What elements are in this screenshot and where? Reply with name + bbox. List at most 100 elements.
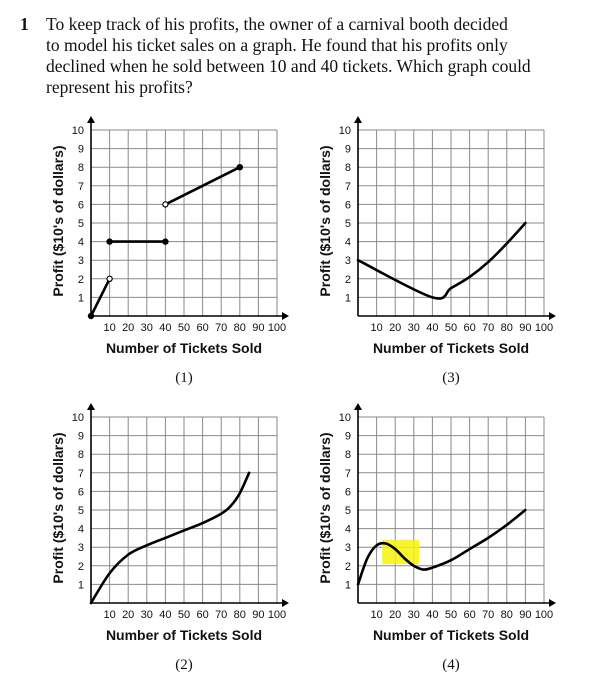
y-tick-label: 2	[78, 274, 84, 286]
x-tick-label: 70	[215, 609, 227, 621]
y-tick-label: 4	[345, 524, 351, 536]
y-tick-label: 4	[78, 237, 84, 249]
x-tick-label: 30	[141, 609, 153, 621]
series-line	[356, 221, 527, 300]
y-tick-label: 3	[78, 255, 84, 267]
y-tick-label: 5	[78, 218, 84, 230]
x-tick-label: 60	[196, 609, 208, 621]
question-line-4: represent his profits?	[46, 77, 193, 97]
y-tick-label: 1	[78, 579, 84, 591]
y-tick-label: 7	[78, 181, 84, 193]
x-axis-title: Number of Tickets Sold	[106, 627, 262, 643]
graph-caption: (3)	[442, 370, 460, 386]
open-endpoint	[162, 201, 169, 208]
x-tick-label: 40	[426, 322, 438, 334]
graph-4: 1 2 3 4 5 6 7 8 9 10 10 20 30 40 50 60 70 80 90 100 Number o…	[317, 403, 556, 673]
x-tick-label: 40	[159, 609, 171, 621]
closed-endpoint	[106, 238, 113, 245]
y-tick-label: 8	[345, 162, 351, 174]
gridlines	[358, 129, 545, 316]
y-tick-label: 10	[339, 412, 351, 424]
series-line	[356, 508, 527, 586]
x-tick-label: 50	[445, 322, 457, 334]
x-tick-label: 70	[482, 322, 494, 334]
x-tick-label: 90	[252, 322, 264, 334]
y-tick-label: 5	[345, 505, 351, 517]
x-tick-label: 40	[426, 609, 438, 621]
x-tick-label: 80	[234, 609, 246, 621]
y-tick-label: 9	[78, 431, 84, 443]
series-line	[164, 165, 242, 206]
x-tick-label: 30	[141, 322, 153, 334]
y-tick-label: 6	[345, 199, 351, 211]
y-tick-label: 4	[78, 524, 84, 536]
y-axis-title: Profit ($10's of dollars)	[50, 432, 66, 583]
x-tick-label: 40	[159, 322, 171, 334]
x-axis-arrow	[282, 312, 289, 320]
series-line	[89, 277, 111, 318]
x-tick-label: 10	[103, 609, 115, 621]
question-line-3: declined when he sold between 10 and 40 …	[46, 56, 531, 76]
x-tick-label: 60	[463, 322, 475, 334]
graph-caption: (2)	[175, 657, 193, 673]
question-number: 1	[20, 14, 29, 34]
x-axis-arrow	[282, 599, 289, 607]
closed-endpoint	[162, 238, 169, 245]
x-axis-title: Number of Tickets Sold	[373, 340, 529, 356]
x-tick-label: 10	[370, 322, 382, 334]
question-line-1: To keep track of his profits, the owner …	[46, 14, 508, 34]
y-tick-label: 8	[78, 162, 84, 174]
closed-endpoint	[236, 163, 243, 171]
y-tick-label: 1	[78, 292, 84, 304]
x-axis-title: Number of Tickets Sold	[373, 627, 529, 643]
y-tick-label: 6	[78, 199, 84, 211]
y-tick-label: 6	[78, 486, 84, 498]
graph-caption: (1)	[175, 370, 193, 386]
series-line	[89, 471, 251, 605]
x-tick-label: 70	[482, 609, 494, 621]
y-tick-label: 6	[345, 486, 351, 498]
x-tick-label: 20	[122, 322, 134, 334]
x-axis-arrow	[549, 312, 556, 320]
y-axis-title: Profit ($10's of dollars)	[317, 432, 333, 583]
y-axis-arrow	[87, 403, 95, 410]
x-tick-label: 10	[370, 609, 382, 621]
y-tick-label: 3	[345, 542, 351, 554]
y-tick-label: 7	[78, 468, 84, 480]
y-tick-label: 8	[345, 449, 351, 461]
y-tick-label: 10	[72, 412, 84, 424]
x-tick-label: 50	[178, 609, 190, 621]
y-tick-label: 10	[72, 125, 84, 137]
x-tick-label: 70	[215, 322, 227, 334]
x-tick-label: 80	[501, 322, 513, 334]
y-tick-label: 7	[345, 181, 351, 193]
y-tick-label: 9	[78, 144, 84, 156]
y-axis-title: Profit ($10's of dollars)	[50, 145, 66, 296]
gridlines	[358, 416, 545, 603]
x-axis-arrow	[549, 599, 556, 607]
y-tick-label: 1	[345, 292, 351, 304]
x-tick-label: 100	[268, 609, 286, 621]
x-tick-label: 80	[234, 322, 246, 334]
graph-caption: (4)	[442, 657, 460, 673]
x-tick-label: 90	[519, 609, 531, 621]
graph-2: 1 2 3 4 5 6 7 8 9 10 10 20 30 40 50 60 70 80 90 100 Number o…	[50, 403, 289, 673]
y-tick-label: 3	[78, 542, 84, 554]
x-tick-label: 30	[408, 322, 420, 334]
y-tick-label: 3	[345, 255, 351, 267]
open-endpoint	[106, 275, 113, 282]
y-tick-label: 9	[345, 431, 351, 443]
y-tick-label: 2	[78, 561, 84, 573]
y-tick-label: 1	[345, 579, 351, 591]
y-axis-arrow	[354, 403, 362, 410]
closed-endpoint	[87, 312, 95, 320]
y-tick-label: 2	[345, 561, 351, 573]
x-tick-label: 30	[408, 609, 420, 621]
x-tick-label: 60	[196, 322, 208, 334]
x-tick-label: 10	[103, 322, 115, 334]
x-tick-label: 90	[252, 609, 264, 621]
x-tick-label: 100	[535, 322, 553, 334]
question-line-2: to model his ticket sales on a graph. He…	[46, 35, 508, 55]
x-tick-label: 80	[501, 609, 513, 621]
